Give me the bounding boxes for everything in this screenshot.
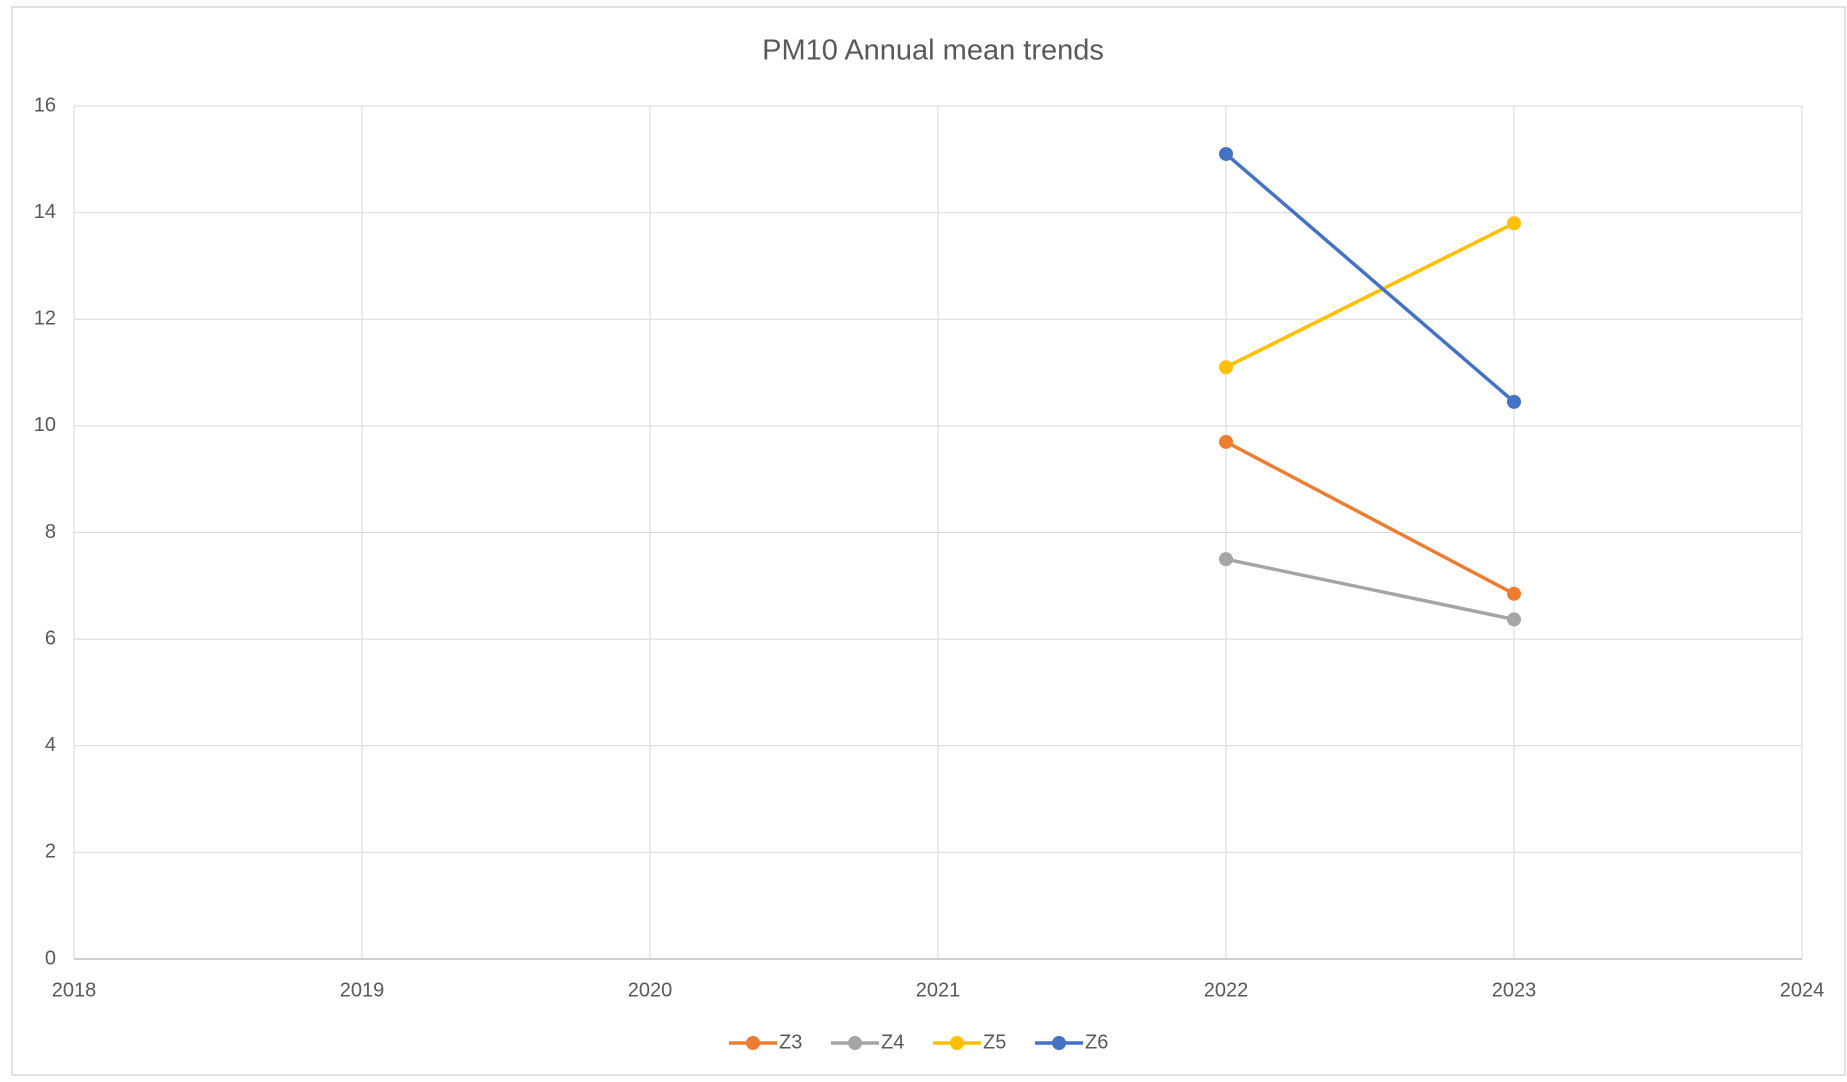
x-tick-label: 2021 [916,979,961,1001]
data-point [1507,216,1521,231]
legend-label: Z5 [983,1031,1006,1053]
data-point [1507,612,1521,627]
x-tick-label: 2020 [628,979,673,1001]
y-tick-label: 2 [45,841,56,863]
y-tick-label: 8 [45,521,56,543]
legend-label: Z6 [1085,1031,1108,1053]
y-tick-label: 12 [34,308,56,330]
data-point [1219,360,1233,375]
x-tick-label: 2024 [1780,979,1825,1001]
y-tick-label: 10 [34,414,56,436]
y-tick-label: 0 [45,947,56,969]
legend-marker [746,1036,760,1050]
series-line [1225,221,1515,369]
x-tick-label: 2023 [1492,979,1537,1001]
series-line [1224,152,1516,404]
y-tick-label: 6 [45,627,56,649]
data-point [1507,394,1521,409]
data-point [1219,434,1233,449]
y-tick-label: 4 [45,734,56,756]
chart-title: PM10 Annual mean trends [762,35,1104,67]
x-tick-label: 2019 [340,979,385,1001]
legend-marker [1052,1036,1066,1050]
y-tick-label: 16 [34,94,56,116]
legend-label: Z4 [881,1031,904,1053]
legend-label: Z3 [779,1031,802,1053]
data-point [1219,146,1233,161]
chart-border [11,6,1846,1076]
series-line [1225,557,1515,622]
data-point [1219,552,1233,567]
legend-marker [848,1036,862,1050]
x-tick-label: 2018 [52,979,97,1001]
legend-marker [950,1036,964,1050]
x-tick-label: 2022 [1204,979,1249,1001]
series-line [1225,440,1515,596]
data-point [1507,586,1521,601]
y-tick-label: 14 [34,201,56,223]
